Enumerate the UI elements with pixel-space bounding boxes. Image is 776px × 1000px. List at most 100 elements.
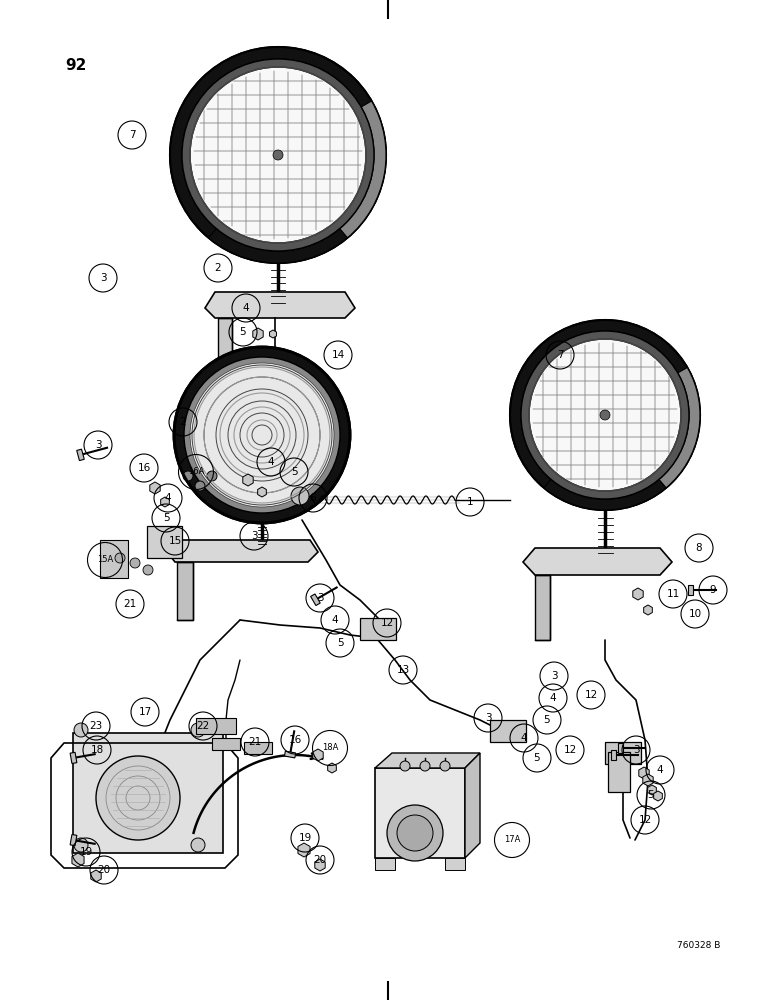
Text: 6: 6 bbox=[310, 493, 317, 503]
Circle shape bbox=[182, 59, 374, 251]
Text: 7: 7 bbox=[556, 350, 563, 360]
Text: 4: 4 bbox=[656, 765, 663, 775]
Text: 3: 3 bbox=[251, 531, 258, 541]
Circle shape bbox=[115, 553, 125, 563]
Polygon shape bbox=[167, 540, 318, 562]
Polygon shape bbox=[285, 751, 296, 758]
Polygon shape bbox=[70, 752, 77, 764]
Polygon shape bbox=[632, 588, 643, 600]
Wedge shape bbox=[544, 415, 666, 510]
Polygon shape bbox=[611, 750, 616, 760]
Polygon shape bbox=[298, 843, 310, 857]
Text: 2: 2 bbox=[180, 417, 186, 427]
Bar bbox=[360, 618, 396, 640]
Circle shape bbox=[521, 331, 689, 499]
Circle shape bbox=[183, 471, 193, 481]
Text: 19: 19 bbox=[79, 847, 92, 857]
Text: 4: 4 bbox=[521, 733, 528, 743]
Text: 20: 20 bbox=[98, 865, 110, 875]
Text: 14: 14 bbox=[331, 350, 345, 360]
Polygon shape bbox=[253, 328, 263, 340]
Text: 8: 8 bbox=[696, 543, 702, 553]
Bar bbox=[196, 718, 236, 734]
Wedge shape bbox=[605, 367, 700, 488]
Circle shape bbox=[510, 320, 700, 510]
Bar bbox=[147, 526, 182, 558]
Circle shape bbox=[529, 339, 681, 491]
Polygon shape bbox=[150, 482, 160, 494]
Polygon shape bbox=[535, 575, 550, 640]
Polygon shape bbox=[688, 585, 693, 595]
Polygon shape bbox=[70, 834, 77, 846]
Wedge shape bbox=[278, 101, 386, 238]
Text: 5: 5 bbox=[544, 715, 550, 725]
Polygon shape bbox=[205, 292, 355, 318]
Text: 3: 3 bbox=[95, 440, 102, 450]
Circle shape bbox=[190, 67, 366, 243]
Polygon shape bbox=[258, 487, 266, 497]
Text: 20: 20 bbox=[314, 855, 327, 865]
Wedge shape bbox=[209, 155, 348, 263]
Text: 15: 15 bbox=[168, 536, 182, 546]
Text: 4: 4 bbox=[165, 493, 171, 503]
Circle shape bbox=[143, 565, 153, 575]
Circle shape bbox=[96, 756, 180, 840]
Text: 1: 1 bbox=[466, 497, 473, 507]
Polygon shape bbox=[315, 859, 325, 871]
Text: 3: 3 bbox=[99, 273, 106, 283]
Polygon shape bbox=[618, 743, 623, 753]
Circle shape bbox=[190, 363, 334, 507]
Polygon shape bbox=[639, 767, 650, 779]
Bar bbox=[445, 858, 465, 870]
Text: 15A: 15A bbox=[97, 556, 113, 564]
Bar bbox=[244, 742, 272, 754]
Bar bbox=[490, 720, 526, 742]
Text: 4: 4 bbox=[331, 615, 338, 625]
Text: 10: 10 bbox=[688, 609, 702, 619]
Circle shape bbox=[130, 558, 140, 568]
Text: 21: 21 bbox=[248, 737, 262, 747]
Polygon shape bbox=[177, 562, 193, 620]
Circle shape bbox=[191, 838, 205, 852]
Polygon shape bbox=[310, 594, 320, 606]
Text: 4: 4 bbox=[243, 303, 249, 313]
Text: 2: 2 bbox=[215, 263, 221, 273]
Text: 5: 5 bbox=[648, 790, 654, 800]
Text: 17: 17 bbox=[138, 707, 151, 717]
Polygon shape bbox=[648, 785, 656, 795]
Text: 92: 92 bbox=[65, 57, 86, 73]
Polygon shape bbox=[523, 548, 672, 575]
Circle shape bbox=[170, 47, 386, 263]
Circle shape bbox=[182, 59, 374, 251]
Text: 12: 12 bbox=[380, 618, 393, 628]
Text: 19: 19 bbox=[299, 833, 312, 843]
Polygon shape bbox=[643, 774, 653, 786]
Text: 11: 11 bbox=[667, 589, 680, 599]
Text: 16: 16 bbox=[289, 735, 302, 745]
Text: 17A: 17A bbox=[504, 836, 520, 844]
Text: 16A: 16A bbox=[188, 468, 204, 477]
Text: 4: 4 bbox=[268, 457, 274, 467]
Polygon shape bbox=[269, 330, 276, 338]
Circle shape bbox=[74, 723, 88, 737]
Polygon shape bbox=[610, 449, 617, 461]
Polygon shape bbox=[643, 605, 653, 615]
Bar bbox=[73, 733, 223, 853]
Text: 5: 5 bbox=[534, 753, 540, 763]
Polygon shape bbox=[77, 449, 85, 461]
Text: 18A: 18A bbox=[322, 744, 338, 752]
Bar bbox=[212, 738, 240, 750]
Circle shape bbox=[400, 761, 410, 771]
Circle shape bbox=[207, 471, 217, 481]
Text: 4: 4 bbox=[549, 693, 556, 703]
Circle shape bbox=[521, 331, 689, 499]
Text: 22: 22 bbox=[196, 721, 210, 731]
Circle shape bbox=[510, 320, 700, 510]
Text: 16: 16 bbox=[137, 463, 151, 473]
Circle shape bbox=[195, 481, 205, 491]
Bar bbox=[375, 768, 465, 858]
Circle shape bbox=[397, 815, 433, 851]
Bar bbox=[605, 742, 641, 764]
Circle shape bbox=[184, 357, 340, 513]
Circle shape bbox=[440, 761, 450, 771]
